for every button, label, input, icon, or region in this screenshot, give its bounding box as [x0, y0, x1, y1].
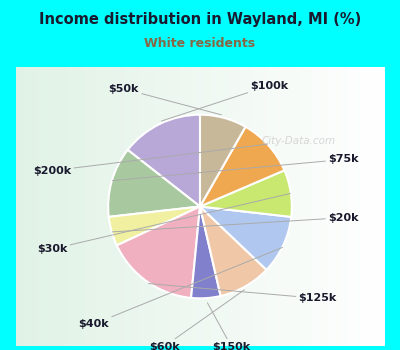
Text: $40k: $40k	[78, 247, 283, 329]
Wedge shape	[200, 115, 246, 206]
Wedge shape	[200, 170, 292, 217]
Wedge shape	[191, 206, 221, 298]
Text: $75k: $75k	[112, 154, 359, 181]
Text: $50k: $50k	[109, 84, 222, 115]
Text: $125k: $125k	[148, 284, 337, 303]
Text: $150k: $150k	[208, 303, 250, 350]
Text: City-Data.com: City-Data.com	[262, 136, 336, 147]
Text: $100k: $100k	[162, 80, 288, 121]
Text: $30k: $30k	[37, 194, 290, 254]
Wedge shape	[117, 206, 200, 298]
Wedge shape	[128, 115, 200, 206]
Wedge shape	[200, 206, 291, 270]
Text: White residents: White residents	[144, 37, 256, 50]
Text: $20k: $20k	[112, 213, 359, 232]
Text: $200k: $200k	[33, 144, 268, 176]
Wedge shape	[200, 127, 284, 206]
Text: Income distribution in Wayland, MI (%): Income distribution in Wayland, MI (%)	[39, 12, 361, 27]
Wedge shape	[200, 206, 266, 296]
Wedge shape	[108, 150, 200, 217]
Wedge shape	[109, 206, 200, 245]
Text: $60k: $60k	[149, 290, 244, 350]
